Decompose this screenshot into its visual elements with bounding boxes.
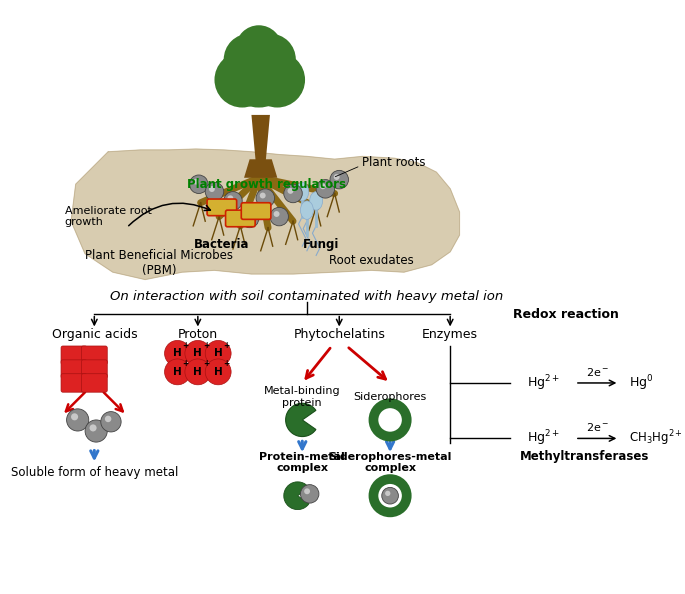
- Text: +: +: [203, 359, 210, 368]
- Polygon shape: [251, 115, 270, 166]
- Circle shape: [101, 412, 121, 432]
- FancyBboxPatch shape: [61, 374, 87, 392]
- Text: Ameliorate root
growth: Ameliorate root growth: [65, 206, 151, 228]
- Text: $\rm 2e^-$: $\rm 2e^-$: [586, 366, 609, 378]
- Circle shape: [85, 420, 108, 442]
- Circle shape: [164, 340, 190, 366]
- FancyBboxPatch shape: [82, 374, 108, 392]
- Text: H: H: [193, 367, 202, 377]
- FancyBboxPatch shape: [61, 346, 87, 365]
- Text: Bacteria: Bacteria: [194, 238, 249, 251]
- Text: $\rm CH_3Hg^{2+}$: $\rm CH_3Hg^{2+}$: [629, 429, 682, 448]
- Circle shape: [284, 184, 302, 203]
- Circle shape: [190, 175, 208, 194]
- Circle shape: [206, 182, 224, 201]
- Text: +: +: [223, 359, 229, 368]
- Text: Root exudates: Root exudates: [329, 254, 414, 267]
- Circle shape: [260, 192, 266, 198]
- Text: $\rm Hg^{2+}$: $\rm Hg^{2+}$: [527, 429, 560, 448]
- Circle shape: [288, 188, 293, 194]
- Text: $\rm Hg^{2+}$: $\rm Hg^{2+}$: [527, 373, 560, 393]
- FancyBboxPatch shape: [82, 360, 108, 378]
- Text: Plant growth regulators: Plant growth regulators: [187, 178, 346, 191]
- Circle shape: [66, 409, 89, 431]
- Circle shape: [316, 179, 335, 198]
- Circle shape: [206, 359, 231, 385]
- Polygon shape: [71, 149, 460, 279]
- Circle shape: [273, 211, 279, 217]
- FancyBboxPatch shape: [241, 203, 271, 219]
- Circle shape: [270, 207, 288, 226]
- Text: +: +: [203, 340, 210, 349]
- Circle shape: [385, 491, 390, 496]
- Circle shape: [249, 52, 305, 108]
- Wedge shape: [284, 482, 309, 510]
- Text: Plant Beneficial Microbes
(PBM): Plant Beneficial Microbes (PBM): [85, 249, 233, 277]
- Text: Siderophores: Siderophores: [353, 392, 427, 402]
- Text: Protein-metal
complex: Protein-metal complex: [260, 451, 345, 473]
- Text: H: H: [214, 348, 223, 358]
- Wedge shape: [286, 403, 316, 437]
- Circle shape: [244, 34, 296, 86]
- Text: +: +: [223, 340, 229, 349]
- Text: H: H: [214, 367, 223, 377]
- Circle shape: [334, 174, 340, 180]
- Circle shape: [224, 34, 275, 86]
- Text: Soluble form of heavy metal: Soluble form of heavy metal: [11, 466, 178, 479]
- Circle shape: [164, 359, 190, 385]
- Text: +: +: [183, 340, 189, 349]
- Circle shape: [214, 52, 270, 108]
- Circle shape: [71, 413, 78, 421]
- Ellipse shape: [301, 201, 313, 219]
- Circle shape: [382, 488, 399, 504]
- Circle shape: [105, 416, 112, 422]
- Circle shape: [206, 340, 231, 366]
- FancyBboxPatch shape: [225, 210, 255, 227]
- Text: Fungi: Fungi: [303, 238, 339, 251]
- Text: $\rm 2e^-$: $\rm 2e^-$: [586, 421, 609, 434]
- Text: Metal-binding
protein: Metal-binding protein: [264, 386, 340, 407]
- Text: +: +: [183, 359, 189, 368]
- Text: Redox reaction: Redox reaction: [513, 308, 619, 321]
- Circle shape: [185, 340, 211, 366]
- Ellipse shape: [296, 182, 309, 201]
- Text: H: H: [173, 367, 182, 377]
- Circle shape: [90, 424, 97, 431]
- Circle shape: [320, 184, 326, 189]
- Circle shape: [244, 213, 250, 219]
- Text: Phytochelatins: Phytochelatins: [293, 328, 385, 342]
- Text: Siderophores-metal
complex: Siderophores-metal complex: [328, 451, 452, 473]
- FancyBboxPatch shape: [82, 346, 108, 365]
- Circle shape: [193, 179, 199, 185]
- Text: Proton: Proton: [178, 328, 218, 342]
- Text: $\rm Hg^0$: $\rm Hg^0$: [629, 373, 653, 393]
- FancyBboxPatch shape: [61, 360, 87, 378]
- Circle shape: [240, 209, 259, 228]
- Text: Enzymes: Enzymes: [422, 328, 478, 342]
- Circle shape: [185, 359, 211, 385]
- Ellipse shape: [310, 192, 323, 210]
- Polygon shape: [244, 159, 277, 178]
- Text: Methyltransferases: Methyltransferases: [519, 450, 649, 463]
- Text: H: H: [173, 348, 182, 358]
- Circle shape: [330, 170, 349, 189]
- Circle shape: [227, 195, 234, 201]
- Circle shape: [222, 34, 296, 108]
- Text: Plant roots: Plant roots: [362, 156, 426, 169]
- Text: On interaction with soil contaminated with heavy metal ion: On interaction with soil contaminated wi…: [110, 290, 503, 302]
- Circle shape: [236, 26, 282, 71]
- Text: Organic acids: Organic acids: [51, 328, 137, 342]
- FancyBboxPatch shape: [207, 199, 236, 216]
- Circle shape: [301, 485, 319, 503]
- Circle shape: [224, 192, 242, 210]
- Circle shape: [304, 488, 310, 494]
- Text: H: H: [193, 348, 202, 358]
- Circle shape: [256, 189, 275, 207]
- Circle shape: [209, 186, 215, 192]
